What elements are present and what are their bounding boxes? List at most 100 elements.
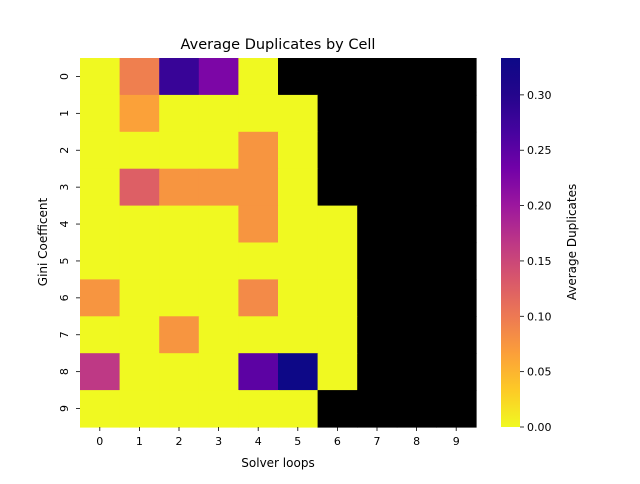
- heatmap-cell: [159, 316, 200, 354]
- heatmap-cell: [198, 168, 239, 207]
- heatmap-cell: [436, 242, 477, 280]
- heatmap-cell: [198, 316, 239, 354]
- heatmap-cell: [317, 353, 358, 391]
- y-tick-label: 9: [58, 405, 71, 412]
- heatmap-cell: [317, 242, 358, 280]
- colorbar-label: Average Duplicates: [565, 184, 579, 301]
- heatmap-cell: [317, 316, 358, 354]
- heatmap-cell: [238, 58, 279, 96]
- x-tick-label: 8: [413, 435, 420, 448]
- heatmap-cell: [317, 390, 358, 428]
- heatmap-cell: [357, 94, 398, 133]
- y-tick-label: 8: [58, 368, 71, 375]
- y-tick-label: 2: [58, 147, 71, 154]
- heatmap-cell: [80, 316, 121, 354]
- x-tick-label: 4: [255, 435, 262, 448]
- colorbar-tick-label: 0.20: [527, 200, 552, 213]
- heatmap-cell: [278, 242, 319, 280]
- heatmap-cell: [436, 353, 477, 391]
- colorbar-tick-label: 0.30: [527, 89, 552, 102]
- heatmap-cell: [317, 94, 358, 133]
- heatmap-cell: [396, 353, 437, 391]
- heatmap-cell: [119, 279, 160, 317]
- y-tick-label: 5: [58, 257, 71, 264]
- heatmap-cell: [238, 242, 279, 280]
- heatmap-cell: [357, 58, 398, 96]
- heatmap-cell: [238, 353, 279, 391]
- heatmap-cell: [317, 168, 358, 207]
- y-tick-label: 6: [58, 294, 71, 301]
- heatmap-cell: [198, 58, 239, 96]
- heatmap-cell: [357, 353, 398, 391]
- heatmap-cell: [80, 58, 121, 96]
- heatmap-cell: [159, 390, 200, 428]
- heatmap-cell: [436, 168, 477, 207]
- heatmap-cell: [159, 279, 200, 317]
- y-axis-label: Gini Coefficent: [36, 198, 50, 287]
- colorbar: 0.00 0.05 0.10 0.15 0.20 0.25 0.30 Average Dup…: [501, 58, 579, 434]
- heatmap-cell: [198, 131, 239, 170]
- heatmap-cell: [436, 131, 477, 170]
- x-tick-label: 3: [215, 435, 222, 448]
- heatmap-cell: [436, 390, 477, 428]
- heatmap-cell: [119, 131, 160, 170]
- x-tick-label: 9: [453, 435, 460, 448]
- y-tick-label: 4: [58, 221, 71, 228]
- heatmap-cell: [198, 94, 239, 133]
- heatmap-cell: [238, 316, 279, 354]
- heatmap-cell: [278, 390, 319, 428]
- colorbar-ticks: 0.00 0.05 0.10 0.15 0.20 0.25 0.30: [520, 89, 552, 434]
- heatmap-cell: [159, 131, 200, 170]
- heatmap-cell: [238, 131, 279, 170]
- heatmap-cell: [357, 279, 398, 317]
- heatmap-cell: [159, 242, 200, 280]
- heatmap-cell: [436, 205, 477, 244]
- heatmap-cell: [317, 58, 358, 96]
- heatmap-cell: [317, 205, 358, 244]
- colorbar-tick-label: 0.00: [527, 421, 552, 434]
- y-axis-ticks: 0 1 2 3 4 5 6 7 8 9: [58, 73, 80, 412]
- heatmap-cell: [80, 205, 121, 244]
- heatmap-cell: [80, 242, 121, 280]
- heatmap-cell: [119, 316, 160, 354]
- chart-title: Average Duplicates by Cell: [181, 37, 376, 53]
- heatmap-cell: [238, 94, 279, 133]
- heatmap-cell: [159, 168, 200, 207]
- heatmap-cell: [80, 353, 121, 391]
- heatmap-cell: [198, 353, 239, 391]
- heatmap-cell: [357, 390, 398, 428]
- heatmap-cell: [159, 205, 200, 244]
- heatmap-cell: [436, 279, 477, 317]
- x-tick-label: 6: [334, 435, 341, 448]
- colorbar-tick-label: 0.05: [527, 366, 552, 379]
- colorbar-gradient: [501, 58, 520, 427]
- heatmap-cell: [278, 279, 319, 317]
- heatmap-cell: [396, 58, 437, 96]
- heatmap-cell: [238, 205, 279, 244]
- heatmap-cell: [198, 279, 239, 317]
- heatmap-cell: [357, 131, 398, 170]
- heatmap-cell: [278, 94, 319, 133]
- heatmap-cell: [396, 390, 437, 428]
- heatmap-cell: [119, 205, 160, 244]
- heatmap-cell: [278, 316, 319, 354]
- heatmap-cell: [238, 168, 279, 207]
- heatmap-cell: [198, 205, 239, 244]
- heatmap-cell: [238, 390, 279, 428]
- heatmap-cell: [278, 168, 319, 207]
- heatmap-cell: [396, 94, 437, 133]
- heatmap-cell: [80, 94, 121, 133]
- heatmap-cell: [119, 353, 160, 391]
- heatmap-cell: [357, 205, 398, 244]
- heatmap-cell: [436, 58, 477, 96]
- heatmap-cells: [80, 58, 477, 428]
- heatmap-cell: [80, 131, 121, 170]
- heatmap-cell: [317, 131, 358, 170]
- colorbar-tick-label: 0.10: [527, 310, 552, 323]
- heatmap-cell: [396, 279, 437, 317]
- heatmap-cell: [396, 242, 437, 280]
- heatmap-cell: [396, 205, 437, 244]
- x-tick-label: 5: [294, 435, 301, 448]
- heatmap-cell: [119, 242, 160, 280]
